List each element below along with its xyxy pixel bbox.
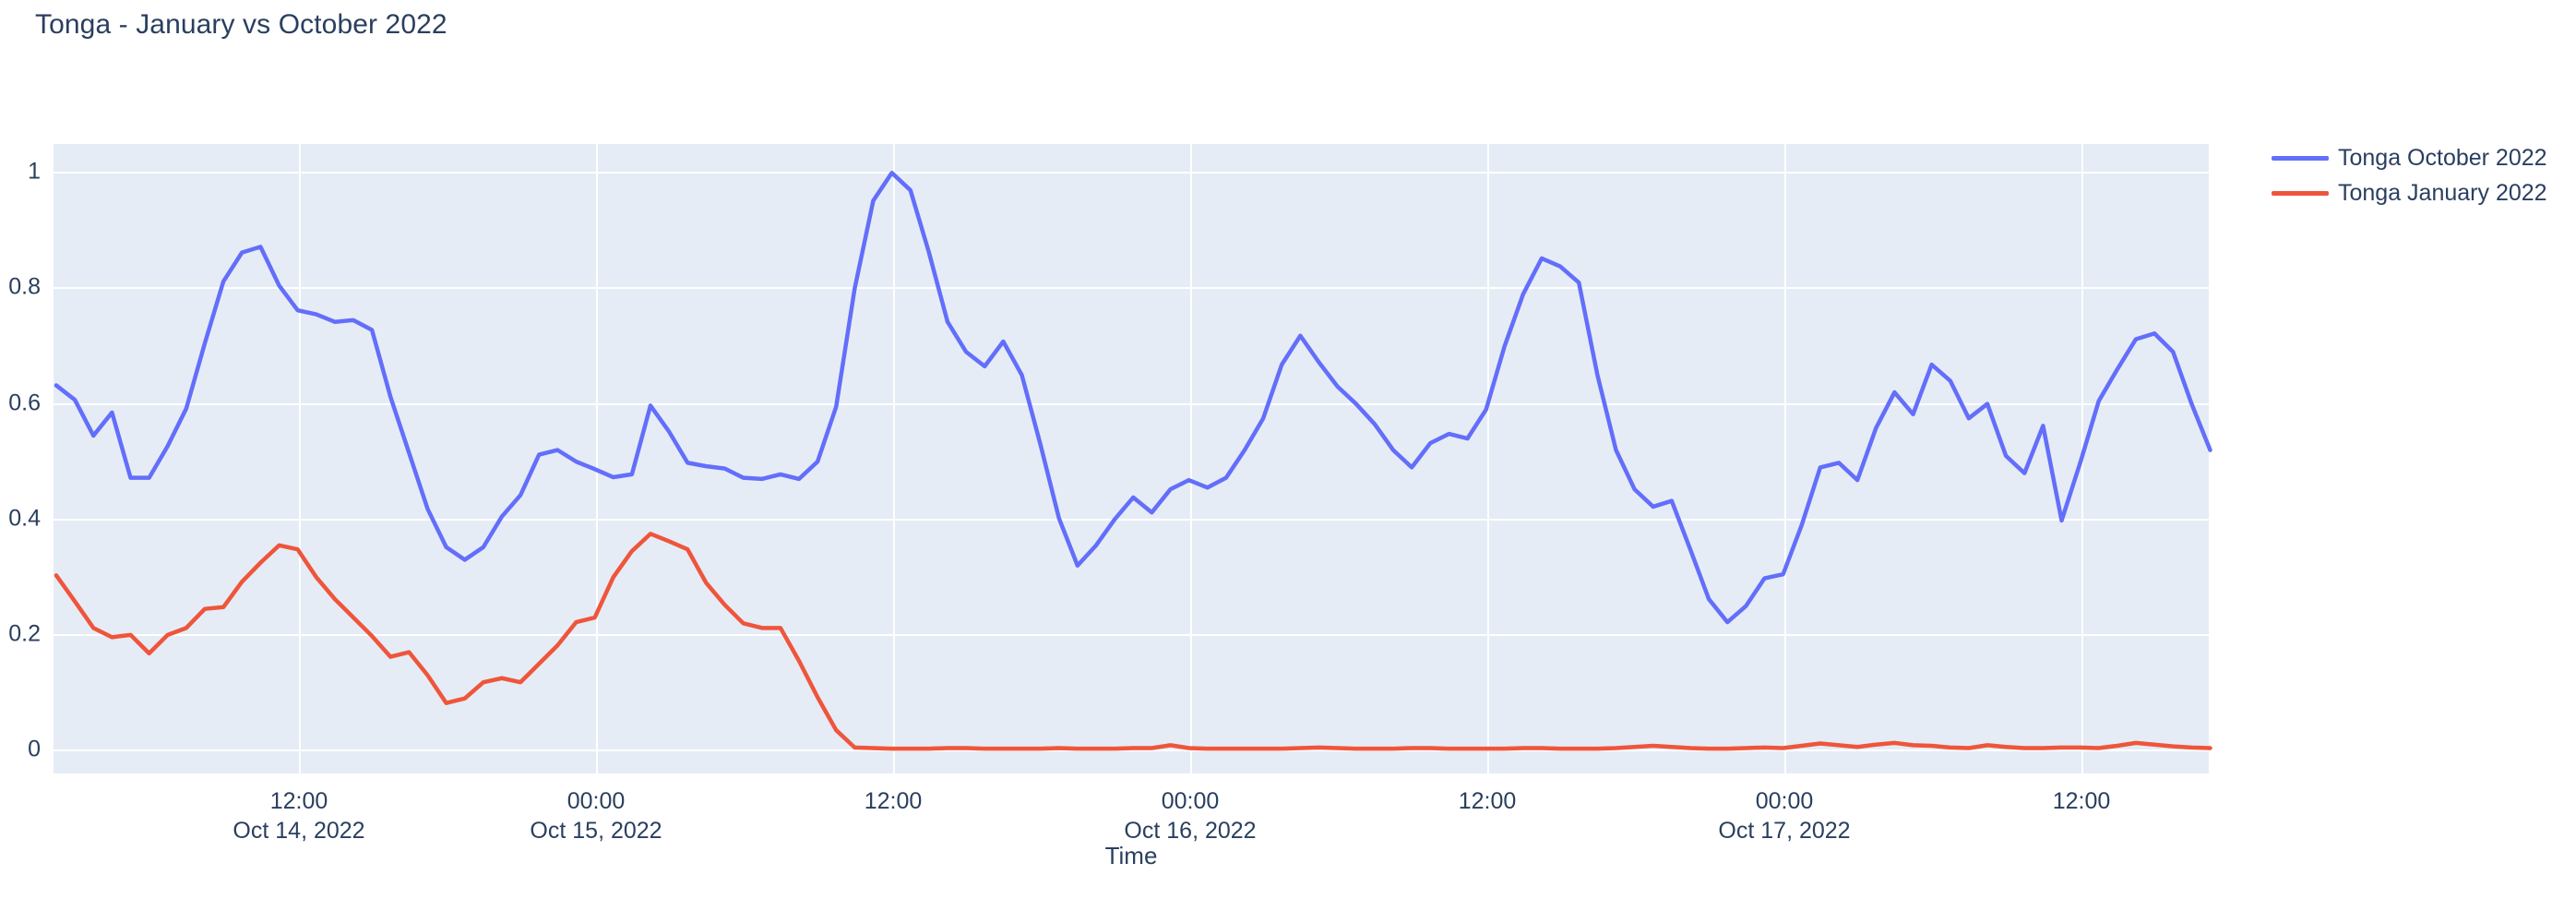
xtick-time: 12:00 xyxy=(1458,788,1517,814)
ytick-label-0: 0 xyxy=(28,736,41,762)
line-tonga-october-2022 xyxy=(54,171,2212,625)
legend-label: Tonga January 2022 xyxy=(2338,179,2547,206)
xtick-label-2: 00:00 Oct 15, 2022 xyxy=(530,786,662,845)
gridline-x-4 xyxy=(1190,144,1192,773)
chart-legend: Tonga October 2022 Tonga January 2022 xyxy=(2272,140,2547,210)
xtick-date: Oct 17, 2022 xyxy=(1718,818,1851,844)
xtick-label-1: 12:00 Oct 14, 2022 xyxy=(233,786,364,845)
xtick-time: 12:00 xyxy=(864,788,923,814)
line-swatch-red-icon xyxy=(2272,190,2329,196)
xtick-time: 00:00 xyxy=(566,788,626,814)
legend-label: Tonga October 2022 xyxy=(2338,144,2547,171)
gridline-x-2 xyxy=(596,144,598,773)
xtick-date: Oct 16, 2022 xyxy=(1124,818,1257,844)
xtick-time: 00:00 xyxy=(1161,788,1220,814)
gridline-y-0 xyxy=(54,749,2209,751)
gridline-x-1 xyxy=(299,144,301,773)
gridline-y-0_6 xyxy=(54,403,2209,405)
legend-item-tonga-october-2022[interactable]: Tonga October 2022 xyxy=(2272,140,2547,175)
xtick-date: Oct 15, 2022 xyxy=(530,818,662,844)
ytick-label-0_8: 0.8 xyxy=(8,273,41,300)
series-layer xyxy=(54,171,2212,751)
gridline-y-1 xyxy=(54,172,2209,174)
xtick-label-3: 12:00 xyxy=(865,786,923,816)
line-tonga-january-2022 xyxy=(54,532,2212,751)
xtick-time: 12:00 xyxy=(2052,788,2111,814)
gridline-y-0_2 xyxy=(54,634,2209,636)
gridline-y-0_4 xyxy=(54,519,2209,521)
ytick-label-1: 1 xyxy=(28,158,41,185)
xtick-label-7: 12:00 xyxy=(2053,786,2111,816)
gridline-x-3 xyxy=(893,144,895,773)
ytick-label-0_6: 0.6 xyxy=(8,390,41,416)
xtick-date: Oct 14, 2022 xyxy=(233,818,365,844)
ytick-label-0_4: 0.4 xyxy=(8,505,41,532)
gridline-x-5 xyxy=(1487,144,1489,773)
legend-item-tonga-january-2022[interactable]: Tonga January 2022 xyxy=(2272,175,2547,210)
xtick-time: 12:00 xyxy=(269,788,328,814)
xtick-label-5: 12:00 xyxy=(1459,786,1517,816)
line-swatch-blue-icon xyxy=(2272,155,2329,161)
gridline-y-0_8 xyxy=(54,287,2209,289)
gridline-x-6 xyxy=(1784,144,1786,773)
chart-title: Tonga - January vs October 2022 xyxy=(35,9,447,40)
xtick-label-4: 00:00 Oct 16, 2022 xyxy=(1124,786,1256,845)
xaxis-title: Time xyxy=(1104,842,1158,869)
ytick-label-0_2: 0.2 xyxy=(8,620,41,647)
xtick-time: 00:00 xyxy=(1755,788,1814,814)
xtick-label-6: 00:00 Oct 17, 2022 xyxy=(1718,786,1850,845)
